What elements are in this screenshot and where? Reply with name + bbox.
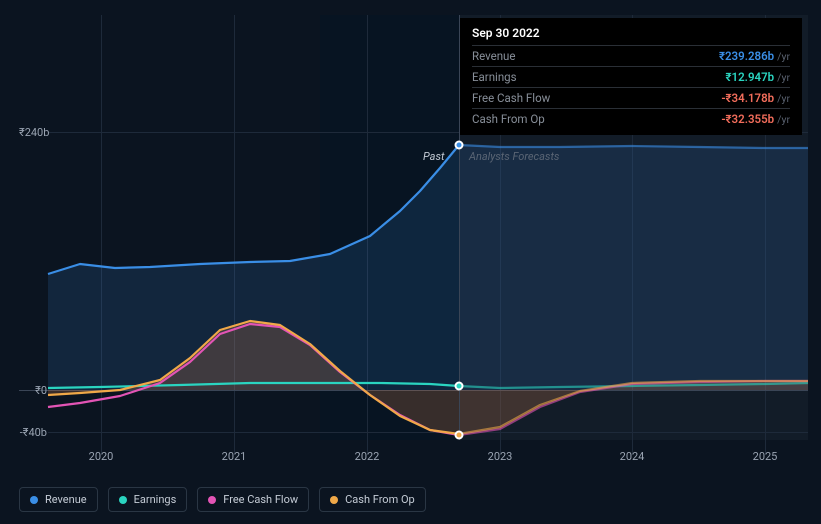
tooltip-row: Cash From Op -₹32.355b/yr: [472, 108, 790, 129]
legend-label: Free Cash Flow: [223, 493, 298, 506]
chart-legend: Revenue Earnings Free Cash Flow Cash From O…: [19, 487, 426, 512]
tooltip-row-label: Earnings: [472, 70, 517, 84]
tooltip-row-value: ₹239.286b/yr: [719, 49, 790, 63]
tooltip-row: Free Cash Flow -₹34.178b/yr: [472, 87, 790, 108]
legend-dot-icon: [30, 496, 38, 504]
grid-line-v: [367, 15, 368, 455]
x-axis-tick-label: 2023: [488, 450, 513, 463]
y-axis-tick-label: ₹0: [19, 384, 47, 397]
hover-marker-revenue: [455, 141, 464, 150]
y-axis-tick-label: -₹40b: [19, 426, 47, 439]
x-axis-tick-label: 2021: [222, 450, 247, 463]
legend-label: Earnings: [134, 493, 177, 506]
grid-line-v: [101, 15, 102, 455]
legend-item-revenue[interactable]: Revenue: [19, 487, 98, 512]
legend-dot-icon: [119, 496, 127, 504]
legend-item-earnings[interactable]: Earnings: [108, 487, 188, 512]
tooltip-date: Sep 30 2022: [472, 26, 790, 40]
grid-line-v: [234, 15, 235, 455]
legend-dot-icon: [208, 496, 216, 504]
financials-chart: ₹240b ₹0 -₹40b 2020 2021 2022 2023 2024 2025 Pa…: [0, 0, 821, 524]
x-axis-tick-label: 2020: [89, 450, 114, 463]
hover-marker-cfo: [455, 431, 464, 440]
legend-dot-icon: [330, 496, 338, 504]
tooltip-row-value: ₹12.947b/yr: [726, 70, 790, 84]
legend-item-fcf[interactable]: Free Cash Flow: [197, 487, 309, 512]
tooltip-row-label: Free Cash Flow: [472, 91, 550, 105]
hover-tooltip: Sep 30 2022 Revenue ₹239.286b/yr Earnings ₹…: [460, 18, 802, 135]
legend-label: Revenue: [45, 493, 87, 506]
x-axis-tick-label: 2024: [620, 450, 645, 463]
tooltip-row: Earnings ₹12.947b/yr: [472, 66, 790, 87]
y-axis-tick-label: ₹240b: [19, 126, 47, 139]
zero-baseline: [19, 390, 808, 391]
hover-marker-earnings: [455, 382, 464, 391]
x-axis-tick-label: 2025: [753, 450, 778, 463]
past-region-shade: [320, 15, 459, 440]
tooltip-row-value: -₹32.355b/yr: [721, 112, 790, 126]
tooltip-row-value: -₹34.178b/yr: [721, 91, 790, 105]
past-section-label: Past: [423, 150, 444, 163]
legend-item-cfo[interactable]: Cash From Op: [319, 487, 426, 512]
tooltip-row-label: Revenue: [472, 49, 516, 63]
grid-line-h: [48, 432, 808, 433]
tooltip-row: Revenue ₹239.286b/yr: [472, 45, 790, 66]
legend-label: Cash From Op: [345, 493, 415, 506]
tooltip-row-label: Cash From Op: [472, 112, 545, 126]
x-axis-tick-label: 2022: [355, 450, 380, 463]
forecast-section-label: Analysts Forecasts: [469, 150, 559, 163]
